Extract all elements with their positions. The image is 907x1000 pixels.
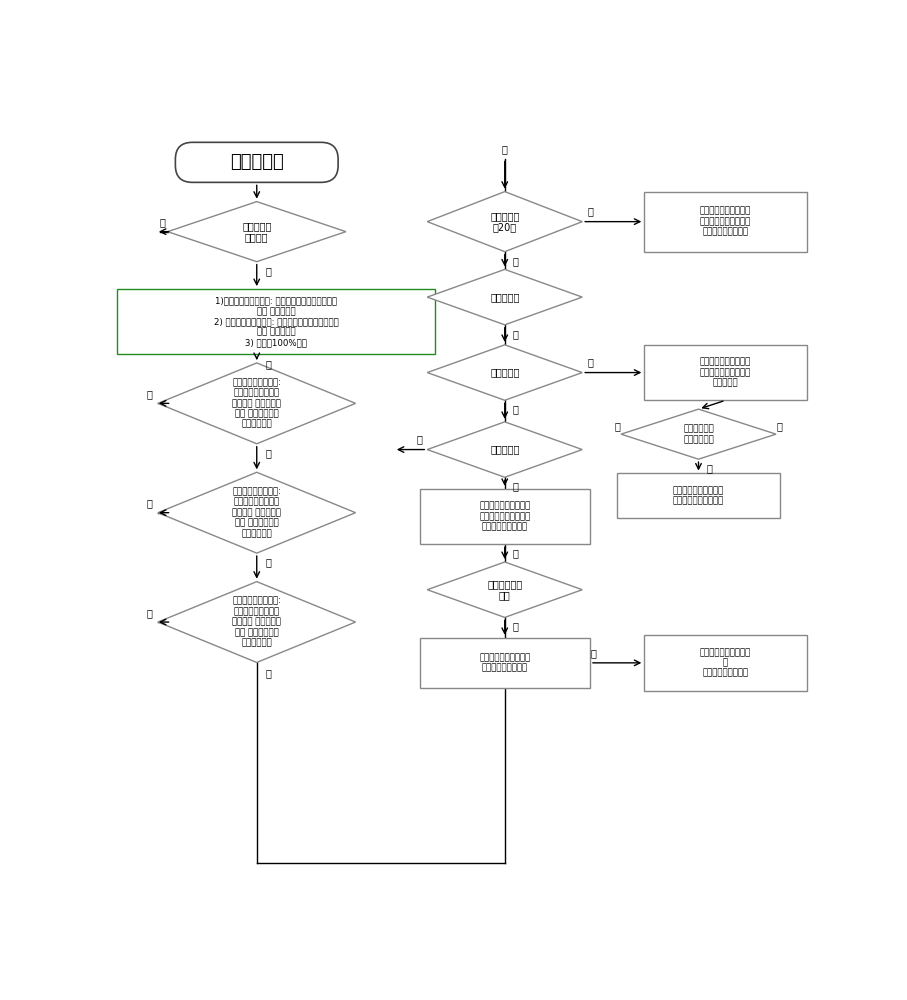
Text: 每组新风阀根据设定:
开机时是否需要开启
最小输出 和反馈信号
比较 来判断新风阀
是否执行到位: 每组新风阀根据设定: 开机时是否需要开启 最小输出 和反馈信号 比较 来判断新风… — [232, 597, 281, 647]
Text: 是: 是 — [614, 421, 620, 431]
Text: 所有控制器上的回风阀
全部关闭所有控制器上
的新风阀开启到最大: 所有控制器上的回风阀 全部关闭所有控制器上 的新风阀开启到最大 — [700, 207, 751, 237]
FancyBboxPatch shape — [175, 142, 338, 182]
Bar — [644, 635, 807, 691]
Text: 是: 是 — [266, 557, 271, 567]
Text: 是: 是 — [512, 549, 519, 559]
Text: 是: 是 — [502, 144, 508, 154]
Text: 是: 是 — [591, 648, 597, 658]
Text: 否: 否 — [512, 405, 519, 415]
Text: 否: 否 — [416, 435, 423, 445]
Text: 是: 是 — [707, 463, 712, 473]
Text: 否: 否 — [512, 329, 519, 339]
Bar — [420, 638, 590, 688]
Text: 1)每组新风阀根据设定: 开机时是否需要开启到最小
输出 来执行动作
2) 每组回风阀根据设定: 开机时是否需要开启到最小
输出 来执行动作
3) 排风阀100: 1)每组新风阀根据设定: 开机时是否需要开启到最小 输出 来执行动作 2) 每组… — [214, 296, 338, 347]
Text: 是: 是 — [266, 359, 271, 369]
Text: 开始一个一个开启每组
新风阀中的一个新风阀
到最小开度: 开始一个一个开启每组 新风阀中的一个新风阀 到最小开度 — [700, 358, 751, 387]
Text: 新风温度高
于20度: 新风温度高 于20度 — [490, 211, 520, 232]
Polygon shape — [427, 345, 582, 400]
Polygon shape — [427, 562, 582, 617]
Text: 是: 是 — [587, 358, 593, 368]
Text: 所有控制器上的回风阀
开到最大输出，新风阀
开始周期性减少输出: 所有控制器上的回风阀 开到最大输出，新风阀 开始周期性减少输出 — [479, 502, 531, 531]
Polygon shape — [427, 192, 582, 252]
Text: 所有控制器上的新风阀
反馈为最少输出设定: 所有控制器上的新风阀 反馈为最少输出设定 — [479, 653, 531, 673]
Polygon shape — [427, 269, 582, 325]
Bar — [644, 345, 807, 400]
Text: 开始一个一个关闭每组
新风阀中的一个新风阀: 开始一个一个关闭每组 新风阀中的一个新风阀 — [673, 486, 724, 505]
Text: 否: 否 — [777, 421, 783, 431]
Text: 否: 否 — [160, 217, 165, 227]
Text: 控制器上电: 控制器上电 — [229, 153, 284, 171]
Text: 否: 否 — [147, 498, 152, 508]
Text: 是: 是 — [512, 622, 519, 632]
Text: 开始一个一个关闭每组
新
风阀中的一个新风阀: 开始一个一个关闭每组 新 风阀中的一个新风阀 — [700, 648, 751, 678]
Text: 是: 是 — [587, 207, 593, 217]
Text: 是: 是 — [512, 482, 519, 492]
Bar — [617, 473, 780, 518]
Text: 混风稳定区: 混风稳定区 — [490, 292, 520, 302]
Bar — [420, 489, 590, 544]
Text: 混风加载区: 混风加载区 — [490, 368, 520, 378]
Bar — [644, 192, 807, 252]
Polygon shape — [168, 202, 346, 262]
Text: 集控器按键
开机状态: 集控器按键 开机状态 — [242, 221, 271, 242]
Polygon shape — [158, 472, 356, 553]
Text: 是: 是 — [266, 266, 271, 276]
Text: 否: 否 — [512, 256, 519, 266]
Text: 每组新风阀根据设定:
开机时是否需要开启
最小输出 和反馈信号
比较 来判断新风阀
是否执行到位: 每组新风阀根据设定: 开机时是否需要开启 最小输出 和反馈信号 比较 来判断新风… — [232, 487, 281, 538]
Text: 每组新风阀根据设定:
开机时是否需要开启
最小输出 和反馈信号
比较 来判断新风阀
是否执行到位: 每组新风阀根据设定: 开机时是否需要开启 最小输出 和反馈信号 比较 来判断新风… — [232, 378, 281, 429]
Polygon shape — [158, 582, 356, 662]
Text: 混风低于预设
温度: 混风低于预设 温度 — [487, 579, 522, 600]
Text: 是: 是 — [266, 448, 271, 458]
Text: 所有新风阀都
开到最小开度: 所有新风阀都 开到最小开度 — [683, 424, 714, 444]
Bar — [117, 289, 435, 354]
Polygon shape — [427, 422, 582, 477]
Text: 是: 是 — [266, 668, 271, 678]
Text: 混风减载区: 混风减载区 — [490, 445, 520, 455]
Polygon shape — [621, 409, 776, 459]
Text: 否: 否 — [147, 608, 152, 618]
Text: 否: 否 — [147, 389, 152, 399]
Polygon shape — [158, 363, 356, 444]
